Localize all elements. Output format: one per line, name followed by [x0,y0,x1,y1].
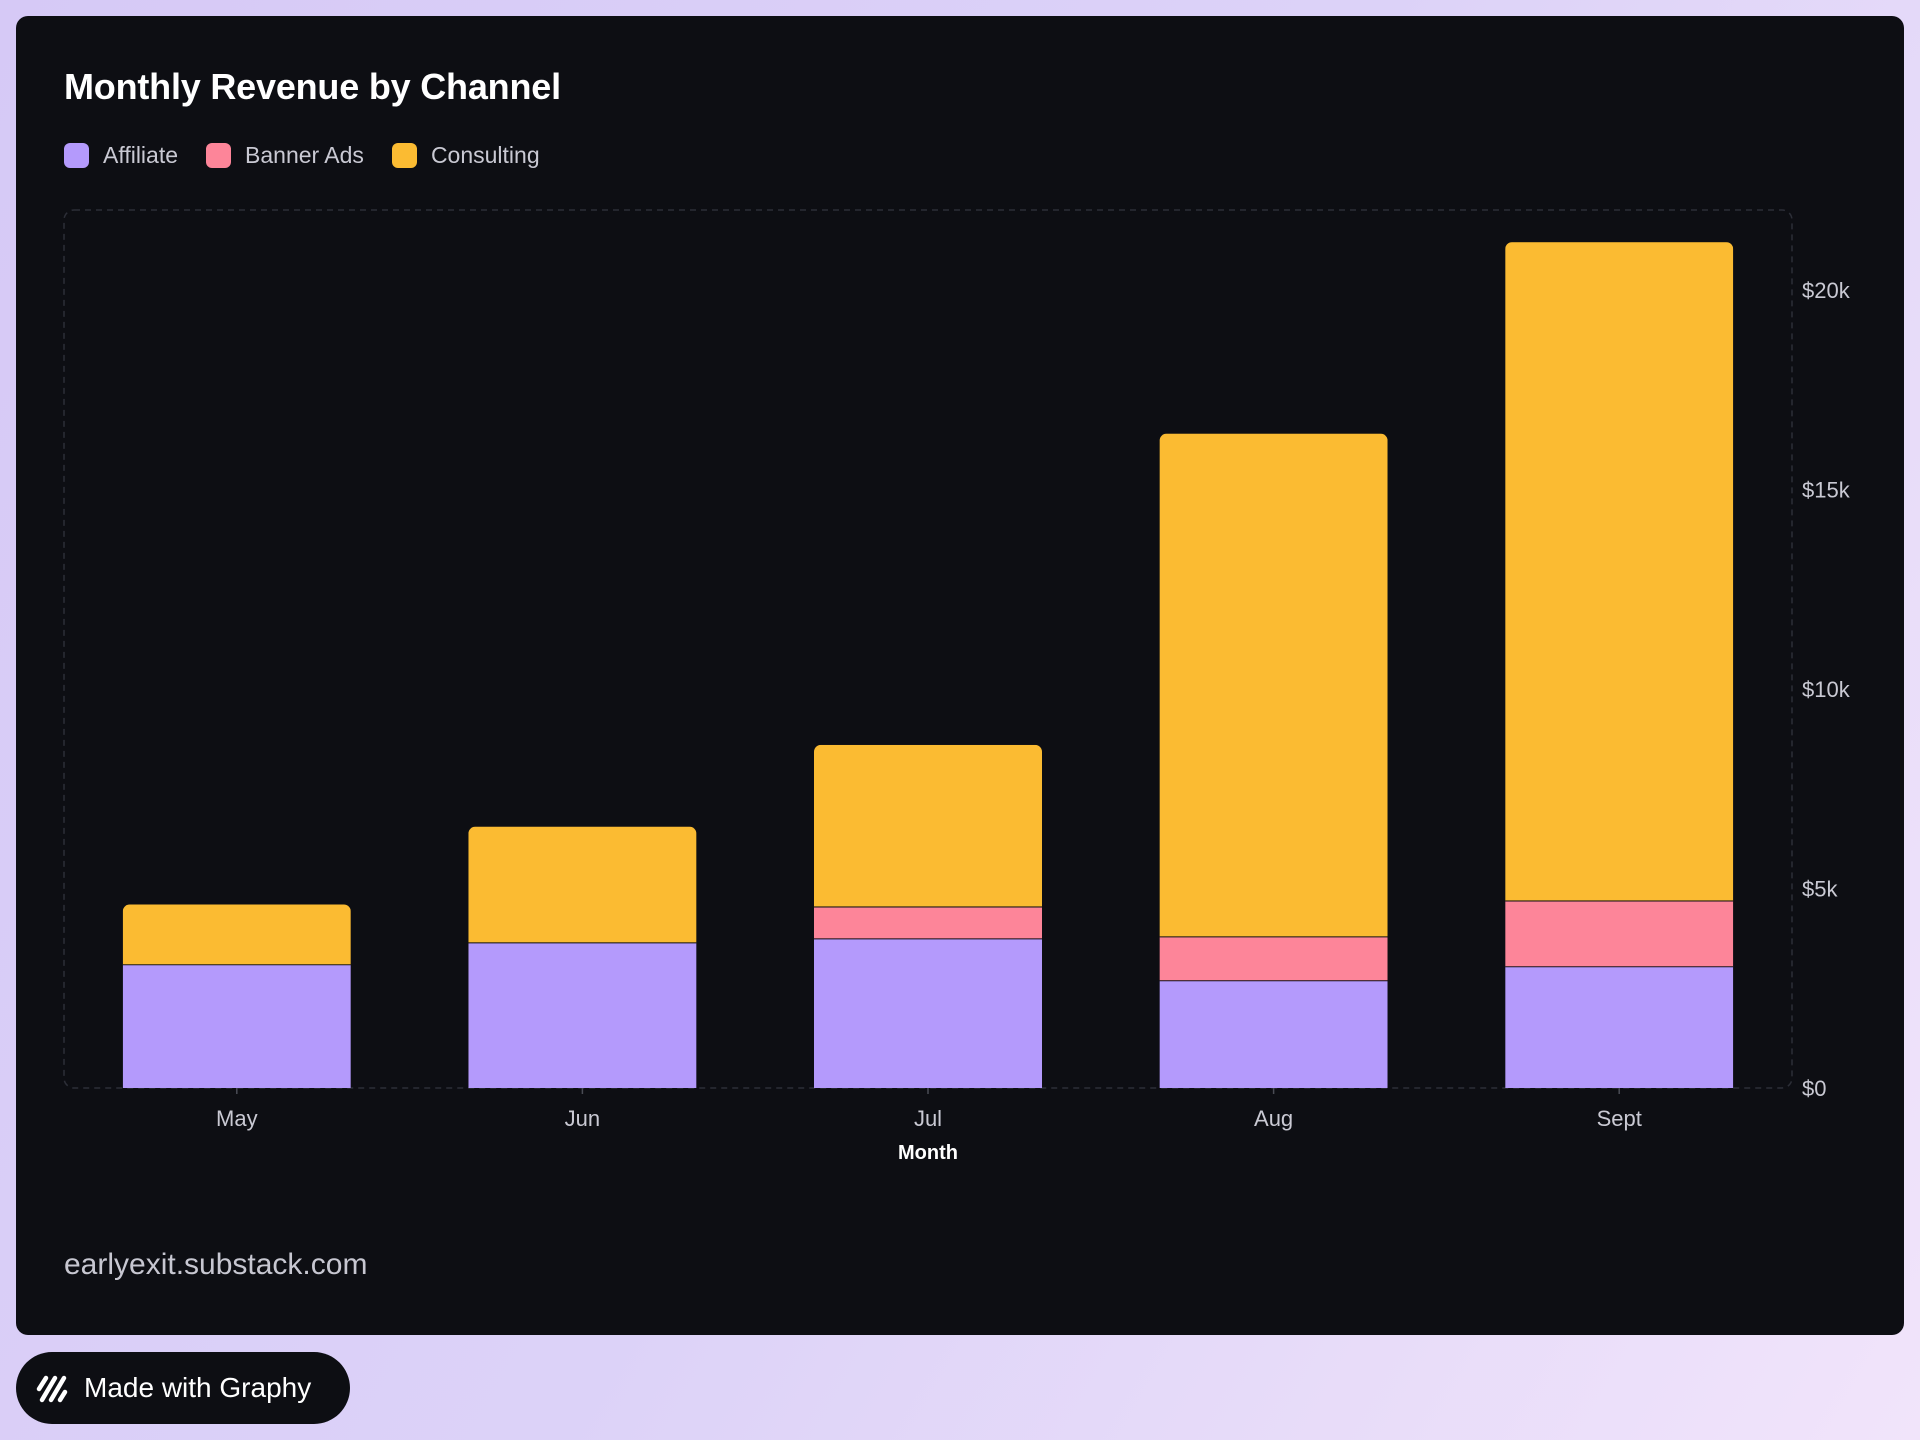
chart-card: Monthly Revenue by Channel Affiliate Ban… [16,16,1904,1335]
legend-label-banner-ads: Banner Ads [245,142,364,168]
legend-item-affiliate[interactable]: Affiliate [64,142,178,169]
bar-banner-ads-sept [1505,900,1734,967]
bar-consulting-sept [1505,242,1734,901]
legend-swatch-consulting [391,143,417,168]
graphy-logo-icon [36,1375,68,1403]
legend-swatch-affiliate [64,143,89,168]
bar-consulting-jul [814,744,1042,907]
bar-consulting-may [122,904,351,965]
stacked-bar-chart: May Jun Jul Aug Sept $0 $5k $10k $15k $20k Month [63,209,1851,1164]
y-tick-label-1: $5k [1802,877,1838,902]
y-tick-label-4: $20k [1802,278,1851,303]
x-tick-label-sept: Sept [1597,1106,1642,1131]
made-with-graphy-badge[interactable]: Made with Graphy [16,1352,350,1424]
bar-affiliate-sept [1505,966,1734,1088]
bar-consulting-jun [468,826,697,943]
y-tick-label-2: $10k [1802,677,1851,702]
y-tick-label-0: $0 [1802,1076,1826,1101]
bar-banner-ads-aug [1159,936,1388,981]
x-tick-label-jul: Jul [914,1106,942,1131]
chart-legend: Affiliate Banner Ads Consulting [64,142,540,169]
x-tick-label-may: May [216,1106,258,1131]
x-tick-label-jun: Jun [565,1106,600,1131]
legend-item-consulting[interactable]: Consulting [391,142,540,169]
x-tick-label-aug: Aug [1254,1106,1293,1131]
bar-affiliate-jul [814,938,1042,1088]
x-axis-title: Month [898,1142,958,1164]
bar-banner-ads-jul [814,906,1042,939]
made-with-label: Made with Graphy [84,1372,312,1403]
bar-affiliate-aug [1159,980,1388,1088]
bar-affiliate-jun [468,942,697,1088]
bar-affiliate-may [122,964,351,1088]
legend-swatch-banner-ads [206,143,232,168]
legend-item-banner-ads[interactable]: Banner Ads [206,142,364,169]
legend-label-consulting: Consulting [430,142,540,168]
bar-consulting-aug [1159,433,1388,937]
chart-title: Monthly Revenue by Channel [64,66,561,107]
legend-label-affiliate: Affiliate [103,142,179,168]
y-tick-label-3: $15k [1802,478,1851,503]
source-label: earlyexit.substack.com [64,1248,368,1281]
